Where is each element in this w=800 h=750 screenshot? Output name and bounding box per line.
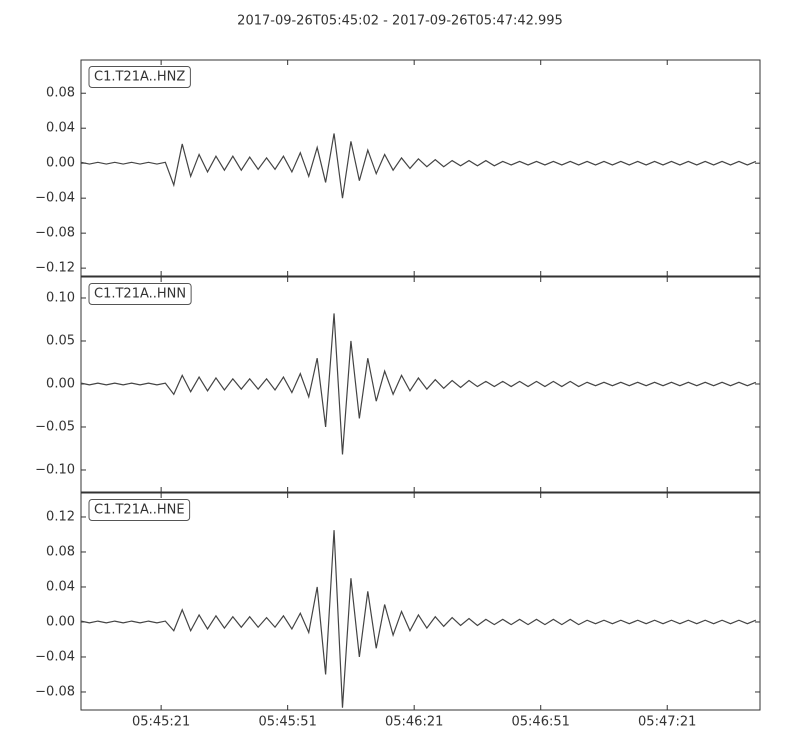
- y-tick-label: −0.04: [35, 649, 75, 664]
- trace-label-box: [88, 283, 192, 305]
- y-tick-label: −0.05: [35, 419, 75, 434]
- panel-frame: [80, 59, 761, 277]
- panel-frame: [80, 276, 761, 493]
- waveform: [80, 133, 757, 199]
- y-tick-label: 0.04: [46, 579, 75, 594]
- y-tick-label: −0.08: [35, 226, 75, 241]
- x-tick-label: 05:46:51: [512, 715, 570, 730]
- y-tick-label: 0.08: [46, 86, 75, 101]
- trace-label: C1.T21A..HNN: [94, 287, 186, 302]
- y-tick-label: 0.00: [46, 376, 75, 391]
- waveform: [80, 530, 757, 708]
- x-tick-label: 05:45:51: [258, 715, 316, 730]
- y-tick-label: −0.08: [35, 684, 75, 699]
- panel-frame: [80, 492, 761, 711]
- x-tick-label: 05:47:21: [638, 715, 696, 730]
- trace-label: C1.T21A..HNE: [94, 503, 185, 518]
- chart-title: 2017-09-26T05:45:02 - 2017-09-26T05:47:4…: [237, 14, 563, 29]
- y-tick-label: 0.12: [46, 509, 75, 524]
- x-tick-label: 05:46:21: [385, 715, 443, 730]
- y-tick-label: 0.10: [46, 290, 75, 305]
- y-tick-label: 0.05: [46, 333, 75, 348]
- y-tick-label: −0.12: [35, 261, 75, 276]
- trace-label: C1.T21A..HNZ: [94, 70, 185, 85]
- trace-label-box: [88, 66, 191, 88]
- x-tick-label: 05:45:21: [132, 715, 190, 730]
- trace-label-box: [88, 499, 191, 521]
- y-tick-label: 0.08: [46, 544, 75, 559]
- y-tick-label: −0.04: [35, 191, 75, 206]
- y-tick-label: 0.04: [46, 121, 75, 136]
- y-tick-label: 0.00: [46, 156, 75, 171]
- y-tick-label: −0.10: [35, 462, 75, 477]
- waveform: [80, 313, 757, 455]
- y-tick-label: 0.00: [46, 614, 75, 629]
